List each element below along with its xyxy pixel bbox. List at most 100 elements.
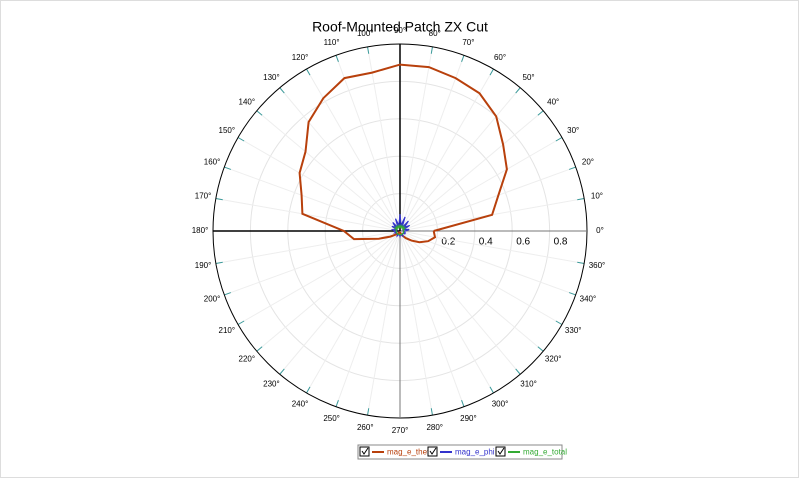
angle-tick-label: 90° (394, 26, 406, 35)
angle-tick-label: 330° (565, 326, 582, 335)
angle-tick-label: 20° (582, 158, 594, 167)
angle-tick-label: 260° (357, 423, 374, 432)
angle-tick-label: 340° (580, 295, 597, 304)
r-tick-label: 0.6 (516, 237, 530, 248)
angle-tick (568, 292, 576, 296)
grid-spoke (237, 230, 401, 325)
angle-tick-label: 320° (545, 355, 562, 364)
angle-tick (256, 346, 263, 352)
grid-spoke (279, 87, 401, 232)
angle-tick (430, 408, 433, 416)
angle-tick (335, 399, 339, 407)
grid-spoke (279, 230, 401, 375)
angle-tick (237, 137, 245, 142)
angle-tick (537, 110, 544, 116)
grid-spoke (367, 46, 401, 232)
angle-tick-label: 110° (324, 38, 340, 47)
grid-spoke (306, 68, 401, 232)
angle-tick (215, 261, 223, 264)
legend-check (497, 447, 505, 455)
angle-tick (306, 386, 311, 394)
grid-spoke (399, 87, 521, 232)
grid-spoke (399, 46, 433, 232)
angle-tick (224, 292, 232, 296)
r-tick-label: 0.8 (554, 237, 568, 248)
angle-tick-label: 70° (462, 38, 474, 47)
angle-tick (555, 137, 563, 142)
angle-tick-label: 150° (219, 126, 236, 135)
angle-tick-label: 360° (589, 261, 606, 270)
angle-tick (515, 87, 521, 94)
grid-spoke (399, 137, 563, 232)
angle-tick (577, 198, 585, 201)
grid-spoke (399, 230, 433, 416)
legend-check (361, 447, 369, 455)
angle-tick (577, 261, 585, 264)
angle-tick-label: 210° (219, 326, 236, 335)
angle-tick-label: 30° (567, 126, 579, 135)
grid-spoke (237, 137, 401, 232)
angle-tick-label: 80° (429, 29, 441, 38)
grid-spoke (367, 230, 401, 416)
angle-tick (430, 46, 433, 54)
angle-tick-label: 300° (492, 399, 509, 408)
legend-label: mag_e_phi (455, 448, 495, 457)
angle-tick (489, 68, 494, 76)
angle-tick (237, 320, 245, 325)
angle-tick-label: 270° (392, 426, 409, 435)
angle-tick (279, 368, 285, 375)
grid-spoke (399, 230, 494, 394)
grid-spoke (399, 230, 521, 375)
grid-spoke (399, 68, 494, 232)
angle-tick-label: 250° (323, 414, 340, 423)
legend-label: mag_e_theta (387, 448, 434, 457)
angle-tick-label: 220° (239, 355, 256, 364)
legend-label: mag_e_total (523, 448, 567, 457)
angle-tick-label: 140° (239, 98, 256, 107)
legend-checkbox[interactable] (495, 446, 506, 457)
legend-checkbox[interactable] (427, 446, 438, 457)
angle-tick-label: 40° (547, 98, 559, 107)
angle-tick-label: 180° (192, 226, 209, 235)
angle-tick-label: 50° (523, 73, 535, 82)
angle-tick (537, 346, 544, 352)
angle-tick-label: 240° (292, 399, 309, 408)
angle-tick (306, 68, 311, 76)
grid-spoke (335, 230, 401, 407)
grid-spoke (224, 166, 401, 232)
grid-spoke (224, 230, 401, 296)
grid-spoke (399, 166, 576, 232)
grid-spoke (215, 198, 401, 232)
angle-tick (367, 46, 370, 54)
angle-tick (461, 399, 465, 407)
angle-tick (461, 55, 465, 63)
angle-tick-label: 230° (263, 379, 280, 388)
angle-tick (335, 55, 339, 63)
angle-tick (224, 166, 232, 170)
angle-tick-label: 190° (195, 261, 212, 270)
legend-checkbox[interactable] (359, 446, 370, 457)
grid-spoke (399, 230, 585, 264)
grid-spoke (215, 230, 401, 264)
chart-title: Roof-Mounted Patch ZX Cut (312, 19, 488, 35)
angle-tick-label: 160° (204, 158, 221, 167)
angle-tick-label: 130° (263, 73, 280, 82)
angle-tick-label: 280° (426, 423, 443, 432)
r-tick-label: 0.4 (479, 237, 493, 248)
angle-tick-label: 200° (204, 295, 221, 304)
grid-spoke (399, 55, 465, 232)
grid-spoke (256, 110, 401, 232)
r-tick-label: 0.2 (441, 237, 455, 248)
angle-tick (279, 87, 285, 94)
angle-tick-label: 290° (460, 414, 477, 423)
legend (357, 444, 563, 460)
angle-tick-label: 10° (591, 191, 603, 200)
grid-spoke (399, 230, 465, 407)
grid-spoke (306, 230, 401, 394)
series-line (393, 223, 407, 236)
angle-tick-label: 0° (596, 226, 604, 235)
angle-tick (489, 386, 494, 394)
angle-tick (256, 110, 263, 116)
angle-tick-label: 120° (292, 53, 309, 62)
